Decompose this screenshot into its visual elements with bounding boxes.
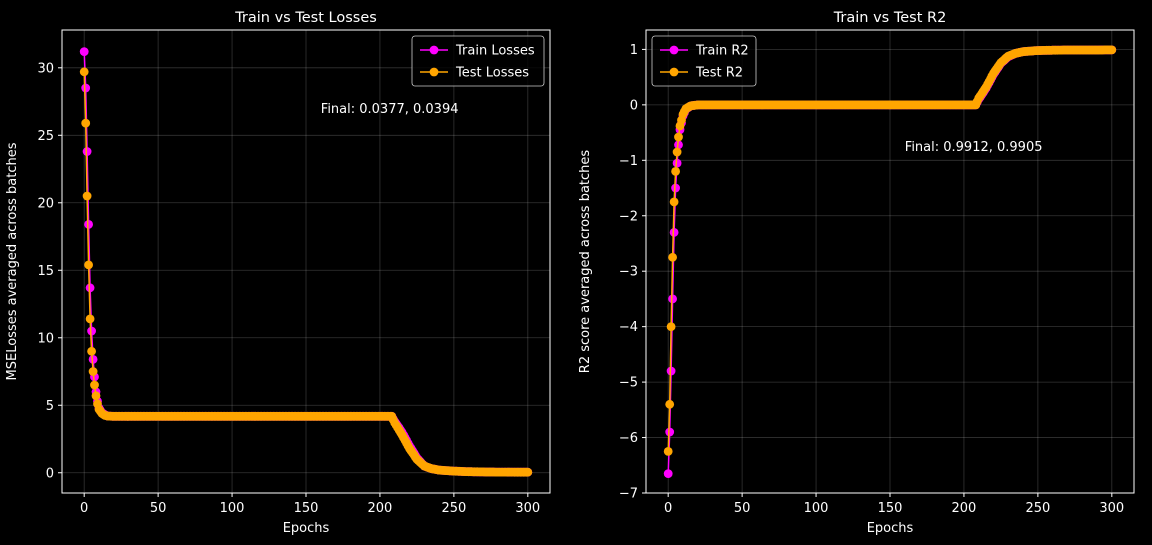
x-tick-label: 150 xyxy=(294,501,319,516)
data-point xyxy=(1107,45,1117,55)
y-tick-label: 30 xyxy=(37,61,54,76)
chart-panel-2: 0 50 100 150 200 250 300 −7 −6 −5 −4 −3 −2 −1 0 1 Train … xyxy=(578,10,1135,536)
data-point xyxy=(674,132,683,142)
data-point xyxy=(665,427,675,437)
x-tick-label: 100 xyxy=(804,501,829,516)
x-tick-label: 300 xyxy=(515,501,540,516)
data-point xyxy=(81,118,91,128)
y-tick-label: 0 xyxy=(630,98,638,113)
x-tick-label: 0 xyxy=(80,501,88,516)
data-point xyxy=(82,147,92,156)
legend: Train R2 Test R2 xyxy=(651,35,757,87)
y-axis-label: MSELosses averaged across batches xyxy=(5,142,20,380)
data-point xyxy=(672,147,682,157)
x-tick-label: 150 xyxy=(878,501,903,516)
y-tick-label: 15 xyxy=(37,264,54,279)
data-point xyxy=(79,47,89,56)
data-point xyxy=(669,197,679,207)
final-annotation: Final: 0.0377, 0.0394 xyxy=(321,102,459,117)
legend-marker-2 xyxy=(429,67,439,77)
data-point xyxy=(91,391,101,401)
data-point xyxy=(672,158,682,168)
legend-entry-1: Train R2 xyxy=(695,44,749,59)
series-markers-2 xyxy=(79,67,533,477)
data-point xyxy=(81,83,91,93)
series-markers-2 xyxy=(663,45,1117,456)
y-tick-label: 20 xyxy=(37,196,54,211)
x-tick-label: 50 xyxy=(150,501,167,516)
legend-entry-2: Test R2 xyxy=(695,66,743,81)
y-tick-label: 10 xyxy=(37,331,54,346)
data-point xyxy=(85,283,95,293)
data-point xyxy=(665,399,675,409)
data-point xyxy=(79,67,89,77)
y-tick-label: 5 xyxy=(46,399,54,414)
data-point xyxy=(668,294,677,304)
data-point xyxy=(82,191,92,201)
y-tick-label: −7 xyxy=(619,487,638,502)
chart-panel-1: 0 50 100 150 200 250 300 0 5 10 15 20 25 30 Train vs T… xyxy=(5,10,551,536)
legend-entry-1: Train Losses xyxy=(455,44,535,59)
y-tick-label: 0 xyxy=(46,466,54,481)
data-point xyxy=(85,314,95,324)
data-point xyxy=(87,346,96,356)
data-point xyxy=(663,469,673,478)
x-tick-label: 200 xyxy=(952,501,977,516)
x-tick-label: 250 xyxy=(1025,501,1050,516)
data-point xyxy=(84,260,93,270)
data-point xyxy=(88,367,98,376)
y-tick-label: −2 xyxy=(619,209,638,224)
legend-entry-2: Test Losses xyxy=(455,66,529,81)
chart-title: Train vs Test Losses xyxy=(234,10,377,26)
x-tick-label: 50 xyxy=(734,501,751,516)
data-point xyxy=(666,366,676,376)
legend-marker-2 xyxy=(669,67,679,77)
final-annotation: Final: 0.9912, 0.9905 xyxy=(905,140,1043,155)
y-tick-label: −4 xyxy=(619,320,638,335)
x-tick-label: 200 xyxy=(368,501,393,516)
legend: Train Losses Test Losses xyxy=(411,35,545,87)
chart-title: Train vs Test R2 xyxy=(833,10,947,26)
data-point xyxy=(88,355,98,364)
data-point xyxy=(523,467,533,477)
x-tick-label: 0 xyxy=(664,501,672,516)
y-tick-label: −3 xyxy=(619,265,638,280)
data-point xyxy=(90,380,99,390)
y-axis-label: R2 score averaged across batches xyxy=(578,150,593,374)
data-point xyxy=(669,228,679,237)
y-tick-label: 1 xyxy=(630,43,638,58)
legend-marker-1 xyxy=(669,45,679,55)
data-point xyxy=(84,220,93,229)
x-axis-label: Epochs xyxy=(867,521,914,536)
y-tick-label: −6 xyxy=(619,431,638,446)
x-axis-label: Epochs xyxy=(283,521,330,536)
data-point xyxy=(663,447,673,456)
x-tick-label: 100 xyxy=(220,501,245,516)
data-point xyxy=(666,322,676,332)
y-tick-label: −5 xyxy=(619,376,638,391)
data-point xyxy=(87,326,96,336)
data-point xyxy=(671,183,680,193)
y-tick-label: 25 xyxy=(37,129,54,144)
x-tick-label: 250 xyxy=(441,501,466,516)
data-point xyxy=(668,252,677,262)
x-tick-label: 300 xyxy=(1099,501,1124,516)
legend-marker-1 xyxy=(429,45,439,55)
data-point xyxy=(671,167,680,176)
y-tick-label: −1 xyxy=(619,154,638,169)
legend-box xyxy=(411,35,545,87)
